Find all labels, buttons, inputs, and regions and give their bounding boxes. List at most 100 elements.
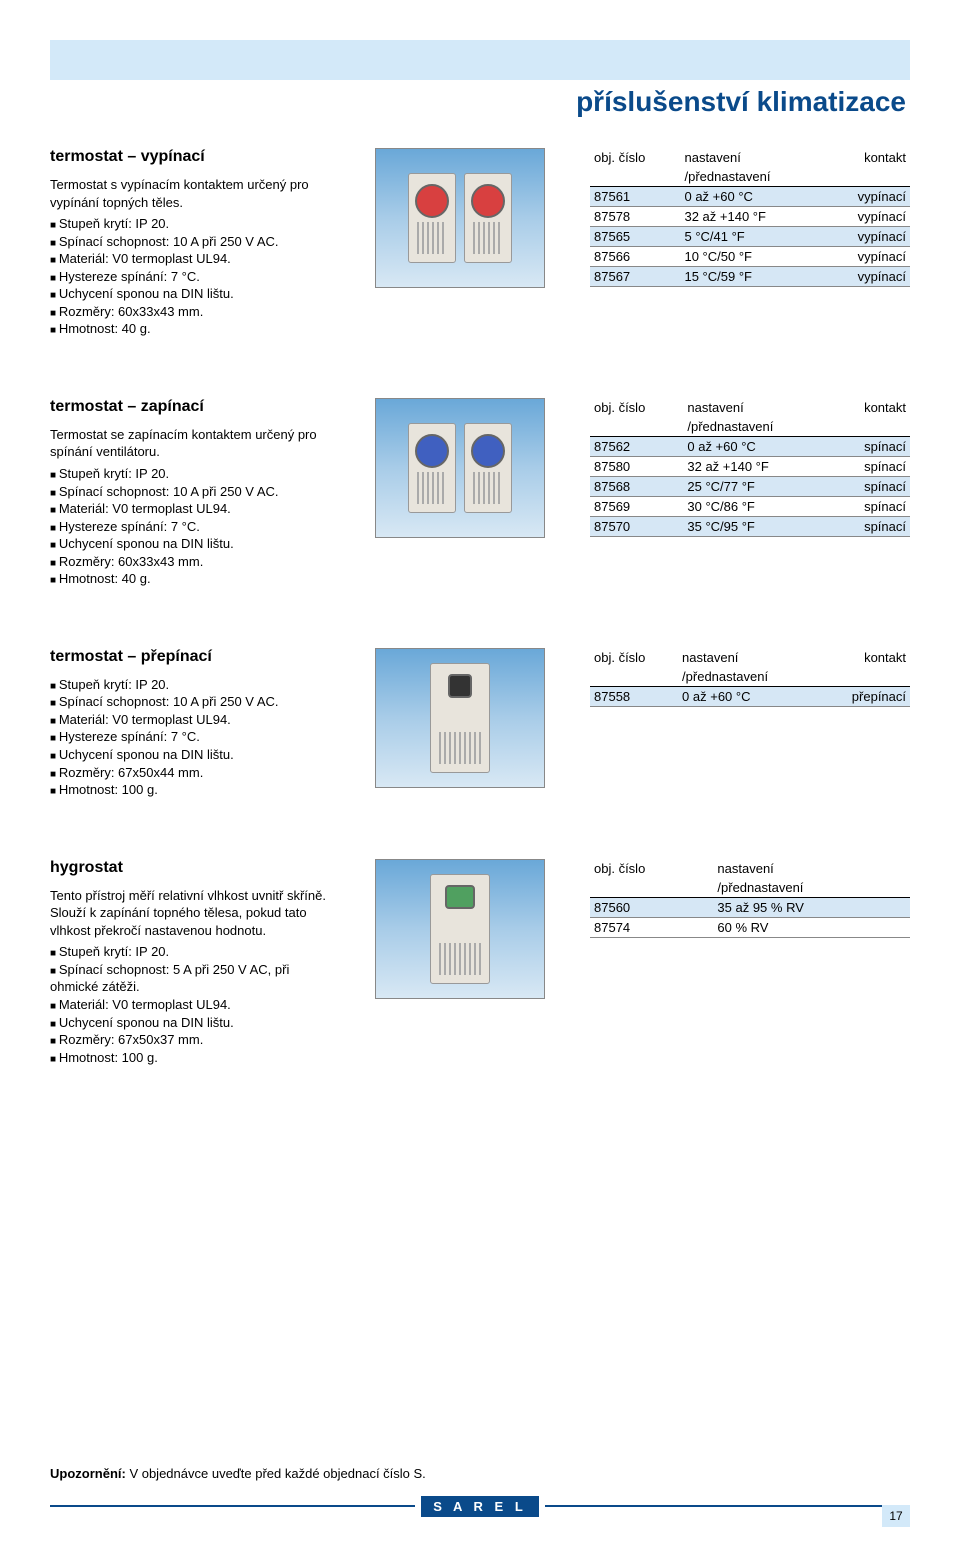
table-row: 875580 až +60 °Cpřepínací <box>590 686 910 706</box>
table-row: 8756035 až 95 % RV <box>590 897 910 917</box>
th-contact: kontakt <box>831 398 910 417</box>
product-section: termostat – vypínací Termostat s vypínací… <box>50 148 910 338</box>
th-setting: nastavení <box>680 148 823 167</box>
spec-item: Spínací schopnost: 10 A při 250 V AC. <box>50 483 330 501</box>
cell-contact: spínací <box>831 516 910 536</box>
th-setting: nastavení <box>713 859 910 878</box>
footer-note: Upozornění: V objednávce uveďte před kaž… <box>50 1466 426 1481</box>
th-contact: kontakt <box>824 148 910 167</box>
spec-item: Stupeň krytí: IP 20. <box>50 943 330 961</box>
table-row: 8756930 °C/86 °Fspínací <box>590 496 910 516</box>
thermostat-icon <box>408 173 456 263</box>
hygrostat-icon <box>430 874 490 984</box>
spec-item: Rozměry: 60x33x43 mm. <box>50 553 330 571</box>
cell-contact: spínací <box>831 476 910 496</box>
table-row: 8757035 °C/95 °Fspínací <box>590 516 910 536</box>
spec-item: Spínací schopnost: 10 A při 250 V AC. <box>50 693 330 711</box>
th-subsetting: /přednastavení <box>680 167 823 187</box>
footer-line-left <box>50 1505 415 1507</box>
table-row: 875610 až +60 °Cvypínací <box>590 187 910 207</box>
spec-item: Rozměry: 67x50x37 mm. <box>50 1031 330 1049</box>
cell-contact: vypínací <box>824 227 910 247</box>
th-setting: nastavení <box>683 398 831 417</box>
product-section: hygrostatTento přístroj měří relativní v… <box>50 859 910 1066</box>
cell-setting: 35 až 95 % RV <box>713 897 910 917</box>
cell-code: 87561 <box>590 187 680 207</box>
cell-setting: 0 až +60 °C <box>683 436 831 456</box>
table-row: 8756825 °C/77 °Fspínací <box>590 476 910 496</box>
spec-item: Materiál: V0 termoplast UL94. <box>50 500 330 518</box>
table-row: 875620 až +60 °Cspínací <box>590 436 910 456</box>
th-spacer <box>831 417 910 437</box>
cell-contact: vypínací <box>824 187 910 207</box>
spec-list: Stupeň krytí: IP 20.Spínací schopnost: 1… <box>50 215 330 338</box>
spec-list: Stupeň krytí: IP 20.Spínací schopnost: 5… <box>50 943 330 1066</box>
th-code: obj. číslo <box>590 859 713 878</box>
cell-setting: 35 °C/95 °F <box>683 516 831 536</box>
cell-setting: 32 až +140 °F <box>680 207 823 227</box>
th-subsetting: /přednastavení <box>683 417 831 437</box>
cell-code: 87566 <box>590 247 680 267</box>
image-column <box>350 148 570 338</box>
th-subsetting: /přednastavení <box>678 667 818 687</box>
cell-code: 87569 <box>590 496 683 516</box>
page-title: příslušenství klimatizace <box>50 86 910 118</box>
table-column: obj. číslonastaveníkontakt /přednastaven… <box>590 648 910 799</box>
th-contact: kontakt <box>818 648 910 667</box>
product-intro: Termostat s vypínacím kontaktem určený p… <box>50 176 330 211</box>
table-row: 8756715 °C/59 °Fvypínací <box>590 267 910 287</box>
cell-code: 87562 <box>590 436 683 456</box>
product-heading: hygrostat <box>50 859 330 877</box>
page-number: 17 <box>882 1505 910 1527</box>
th-code: obj. číslo <box>590 148 680 167</box>
product-section: termostat – přepínacíStupeň krytí: IP 20… <box>50 648 910 799</box>
spec-item: Materiál: V0 termoplast UL94. <box>50 711 330 729</box>
table-row: 8756610 °C/50 °Fvypínací <box>590 247 910 267</box>
spec-item: Hystereze spínání: 7 °C. <box>50 268 330 286</box>
spec-item: Hystereze spínání: 7 °C. <box>50 518 330 536</box>
table-row: 875655 °C/41 °Fvypínací <box>590 227 910 247</box>
product-image <box>375 148 545 288</box>
spec-item: Stupeň krytí: IP 20. <box>50 676 330 694</box>
th-spacer <box>590 417 683 437</box>
spec-item: Spínací schopnost: 10 A při 250 V AC. <box>50 233 330 251</box>
image-column <box>350 648 570 799</box>
spec-item: Materiál: V0 termoplast UL94. <box>50 996 330 1014</box>
cell-code: 87570 <box>590 516 683 536</box>
thermostat-icon <box>464 173 512 263</box>
product-section: termostat – zapínacíTermostat se zapínac… <box>50 398 910 588</box>
image-column <box>350 398 570 588</box>
spec-item: Hystereze spínání: 7 °C. <box>50 728 330 746</box>
cell-contact: vypínací <box>824 267 910 287</box>
footer-bar: S A R E L 17 <box>50 1491 910 1521</box>
th-spacer <box>590 878 713 898</box>
cell-code: 87565 <box>590 227 680 247</box>
spec-item: Hmotnost: 40 g. <box>50 320 330 338</box>
thermostat-icon <box>430 663 490 773</box>
cell-code: 87580 <box>590 456 683 476</box>
thermostat-icon <box>408 423 456 513</box>
spec-item: Hmotnost: 100 g. <box>50 781 330 799</box>
th-spacer <box>818 667 910 687</box>
spec-item: Uchycení sponou na DIN lištu. <box>50 535 330 553</box>
spec-item: Rozměry: 67x50x44 mm. <box>50 764 330 782</box>
th-code: obj. číslo <box>590 398 683 417</box>
desc-column: termostat – vypínací Termostat s vypínací… <box>50 148 330 338</box>
spec-list: Stupeň krytí: IP 20.Spínací schopnost: 1… <box>50 465 330 588</box>
spec-item: Materiál: V0 termoplast UL94. <box>50 250 330 268</box>
product-heading: termostat – vypínací <box>50 148 330 166</box>
data-table: obj. číslonastaveníkontakt /přednastaven… <box>590 398 910 537</box>
cell-setting: 60 % RV <box>713 917 910 937</box>
desc-column: termostat – zapínacíTermostat se zapínac… <box>50 398 330 588</box>
cell-code: 87574 <box>590 917 713 937</box>
product-heading: termostat – zapínací <box>50 398 330 416</box>
cell-contact: vypínací <box>824 247 910 267</box>
spec-item: Uchycení sponou na DIN lištu. <box>50 1014 330 1032</box>
cell-code: 87558 <box>590 686 678 706</box>
cell-code: 87567 <box>590 267 680 287</box>
cell-setting: 25 °C/77 °F <box>683 476 831 496</box>
table-row: 8757832 až +140 °Fvypínací <box>590 207 910 227</box>
table-column: obj. číslonastavení /přednastavení875603… <box>590 859 910 1066</box>
th-code: obj. číslo <box>590 648 678 667</box>
data-table: obj. číslonastavení /přednastavení875603… <box>590 859 910 938</box>
